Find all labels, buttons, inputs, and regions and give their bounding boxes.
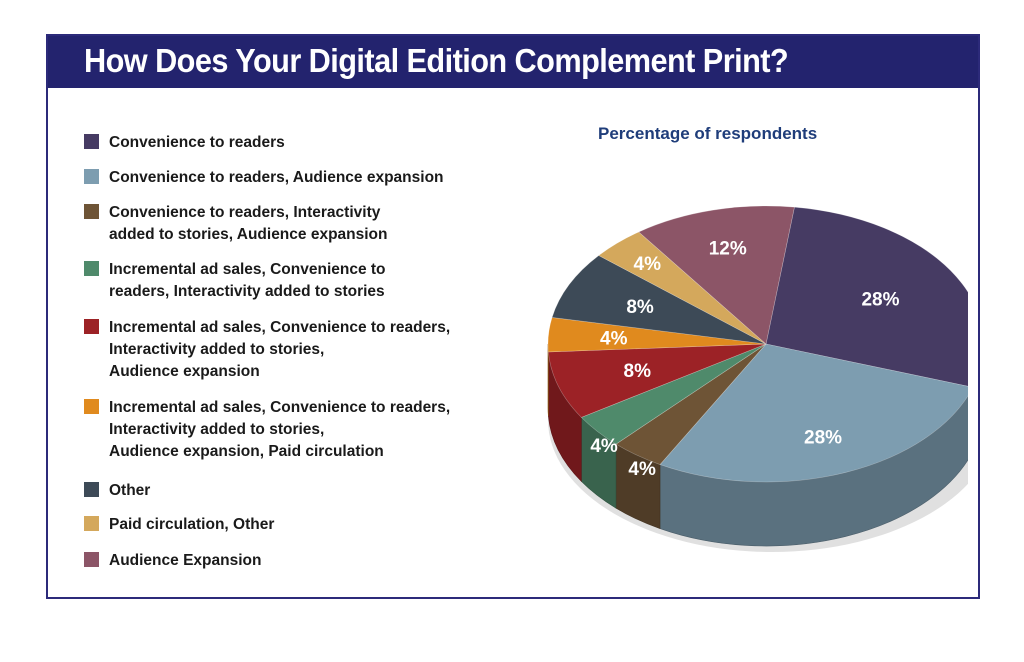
chart-frame: How Does Your Digital Edition Complement… xyxy=(46,34,996,599)
legend-swatch xyxy=(84,399,99,414)
legend-label: Incremental ad sales, Convenience to rea… xyxy=(109,319,451,380)
legend-swatch xyxy=(84,204,99,219)
pie-slice-label: 4% xyxy=(600,328,628,349)
legend-swatch xyxy=(84,552,99,567)
pie-slice xyxy=(638,205,795,345)
pie-chart: 28% 28% 4% 4% 8% 4% 8% 4% 12% xyxy=(547,205,996,552)
pie-slice xyxy=(548,343,767,418)
legend-label: Convenience to readers xyxy=(109,134,285,151)
title-bar: How Does Your Digital Edition Complement… xyxy=(48,36,978,88)
legend-label: Other xyxy=(109,482,151,499)
pie-slice-label: 4% xyxy=(590,436,618,457)
pie-slice xyxy=(551,255,767,345)
pie-slice-label: 12% xyxy=(709,239,747,260)
legend-swatch xyxy=(84,261,99,276)
pie-slice-label: 28% xyxy=(861,290,899,311)
pie-slice-label: 4% xyxy=(634,254,662,275)
legend-label: Incremental ad sales, Convenience to rea… xyxy=(109,261,386,300)
legend-label: Incremental ad sales, Convenience to rea… xyxy=(109,399,451,460)
pie-slice-label: 4% xyxy=(628,459,656,480)
pie-slice xyxy=(615,343,767,465)
legend-label: Convenience to readers, Audience expansi… xyxy=(109,169,444,186)
legend-swatch xyxy=(84,319,99,334)
legend-swatch xyxy=(84,134,99,149)
legend-label: Paid circulation, Other xyxy=(109,516,275,533)
pie-slice-label: 8% xyxy=(626,297,654,318)
pie-chart-area: Percentage of respondents 28% 28% 4% 4% 8% 4%… xyxy=(488,106,996,576)
legend-label: Audience Expansion xyxy=(109,552,262,569)
pie-slice-label: 28% xyxy=(804,428,842,449)
pie-slice xyxy=(580,343,767,445)
pie-slice-label: 8% xyxy=(624,361,652,382)
legend-swatch xyxy=(84,516,99,531)
chart-title: How Does Your Digital Edition Complement… xyxy=(84,42,789,79)
pie-slice xyxy=(659,343,974,483)
chart-subtitle: Percentage of respondents xyxy=(598,124,818,143)
legend-swatch xyxy=(84,169,99,184)
legend-swatch xyxy=(84,482,99,497)
pie-slice xyxy=(547,317,767,353)
pie-slice xyxy=(598,231,767,345)
legend-label: Convenience to readers, Interactivity ad… xyxy=(109,204,388,243)
